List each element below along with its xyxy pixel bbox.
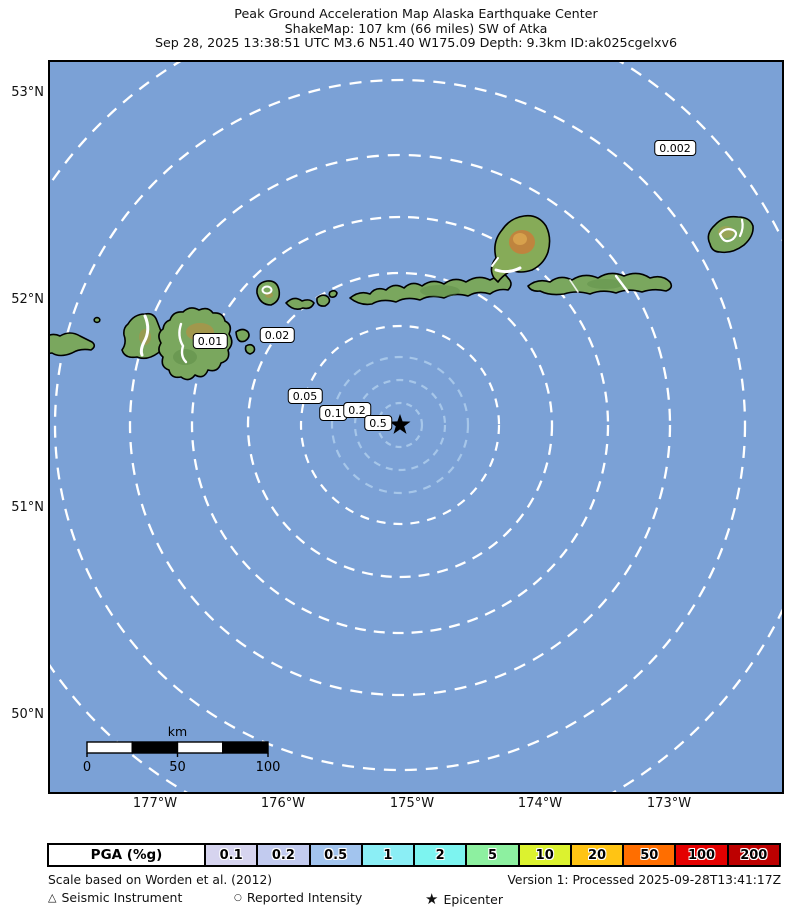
legend-cell-50: 50 — [622, 845, 675, 865]
marker-reported-label: Reported Intensity — [246, 890, 363, 905]
legend-cell-2: 2 — [413, 845, 466, 865]
legend-cell-10: 10 — [517, 845, 570, 865]
legend-cell-0.5: 0.5 — [308, 845, 361, 865]
page-subtitle: ShakeMap: 107 km (66 miles) SW of Atka — [284, 20, 548, 36]
island-group — [50, 214, 754, 381]
event-info-line: Sep 28, 2025 13:38:51 UTC M3.6 N51.40 W1… — [154, 35, 678, 50]
contour-label-001: 0.01 — [192, 333, 228, 349]
contour-label-05: 0.5 — [364, 415, 392, 431]
marker-epicenter-label: Epicenter — [443, 892, 503, 907]
map-header: Peak Ground Acceleration Map Alaska Eart… — [50, 6, 782, 51]
contour-label-01: 0.1 — [319, 405, 347, 421]
legend-cell-20: 20 — [569, 845, 623, 865]
shakemap-canvas: km 0 50 100 0.002 0.01 0.02 0.05 0.1 0.2… — [48, 60, 784, 794]
epicenter-star — [389, 414, 411, 434]
page-title: Peak Ground Acceleration Map Alaska Eart… — [234, 6, 598, 21]
lat-tick-52n: 52°N — [11, 292, 44, 307]
lon-tick-174w: 174°W — [517, 796, 563, 811]
map-svg: km 0 50 100 — [50, 62, 782, 792]
islet-chain-3 — [328, 289, 338, 298]
islet-b — [244, 343, 256, 355]
scale-note: Scale based on Worden et al. (2012) — [48, 873, 273, 887]
lon-tick-177w: 177°W — [132, 796, 178, 811]
island-tanaga — [121, 312, 165, 360]
pga-contour-rings — [50, 62, 782, 792]
scale-bar-unit: km — [168, 724, 187, 739]
scale-bar-tick-100: 100 — [256, 760, 281, 775]
islet-chain-2 — [316, 294, 331, 307]
legend-cell-200: 200 — [726, 845, 779, 865]
marker-seismic-label: Seismic Instrument — [61, 890, 183, 905]
legend-title: PGA (%g) — [49, 845, 204, 865]
pga-legend: PGA (%g) 0.1 0.2 0.5 1 2 5 10 20 50 100 … — [47, 843, 781, 867]
legend-cell-1: 1 — [360, 845, 414, 865]
triangle-icon: △ — [48, 891, 57, 904]
legend-cell-5: 5 — [465, 845, 518, 865]
lat-tick-50n: 50°N — [11, 707, 44, 722]
marker-seismic-instrument: △ Seismic Instrument — [48, 890, 182, 905]
islet-chain-1 — [285, 297, 315, 310]
scale-bar: km 0 50 100 — [83, 724, 281, 775]
contour-label-02: 0.2 — [343, 402, 371, 418]
terrain-streaks — [139, 218, 744, 364]
scale-bar-tick-0: 0 — [83, 760, 91, 775]
circle-icon: ○ — [234, 893, 242, 903]
lon-tick-173w: 173°W — [646, 796, 692, 811]
contour-label-005: 0.05 — [287, 388, 323, 404]
version-processed: Version 1: Processed 2025-09-28T13:41:17… — [507, 873, 781, 887]
legend-cell-100: 100 — [674, 845, 727, 865]
island-atka — [349, 273, 512, 306]
contour-label-0002: 0.002 — [654, 140, 696, 156]
lon-tick-176w: 176°W — [260, 796, 306, 811]
lat-tick-51n: 51°N — [11, 500, 44, 515]
lon-tick-175w: 175°W — [389, 796, 435, 811]
islet-a — [235, 328, 250, 343]
lat-tick-53n: 53°N — [11, 85, 44, 100]
scale-bar-tick-50: 50 — [169, 760, 186, 775]
island-amlia — [527, 272, 673, 296]
island-west-edge — [50, 332, 96, 357]
legend-cell-0.1: 0.1 — [204, 845, 257, 865]
islet-dot — [93, 316, 101, 324]
marker-reported-intensity: ○ Reported Intensity — [234, 890, 362, 905]
marker-epicenter: ★ Epicenter — [425, 890, 503, 908]
legend-cell-0.2: 0.2 — [256, 845, 309, 865]
star-icon: ★ — [425, 890, 439, 908]
contour-label-002: 0.02 — [259, 327, 295, 343]
